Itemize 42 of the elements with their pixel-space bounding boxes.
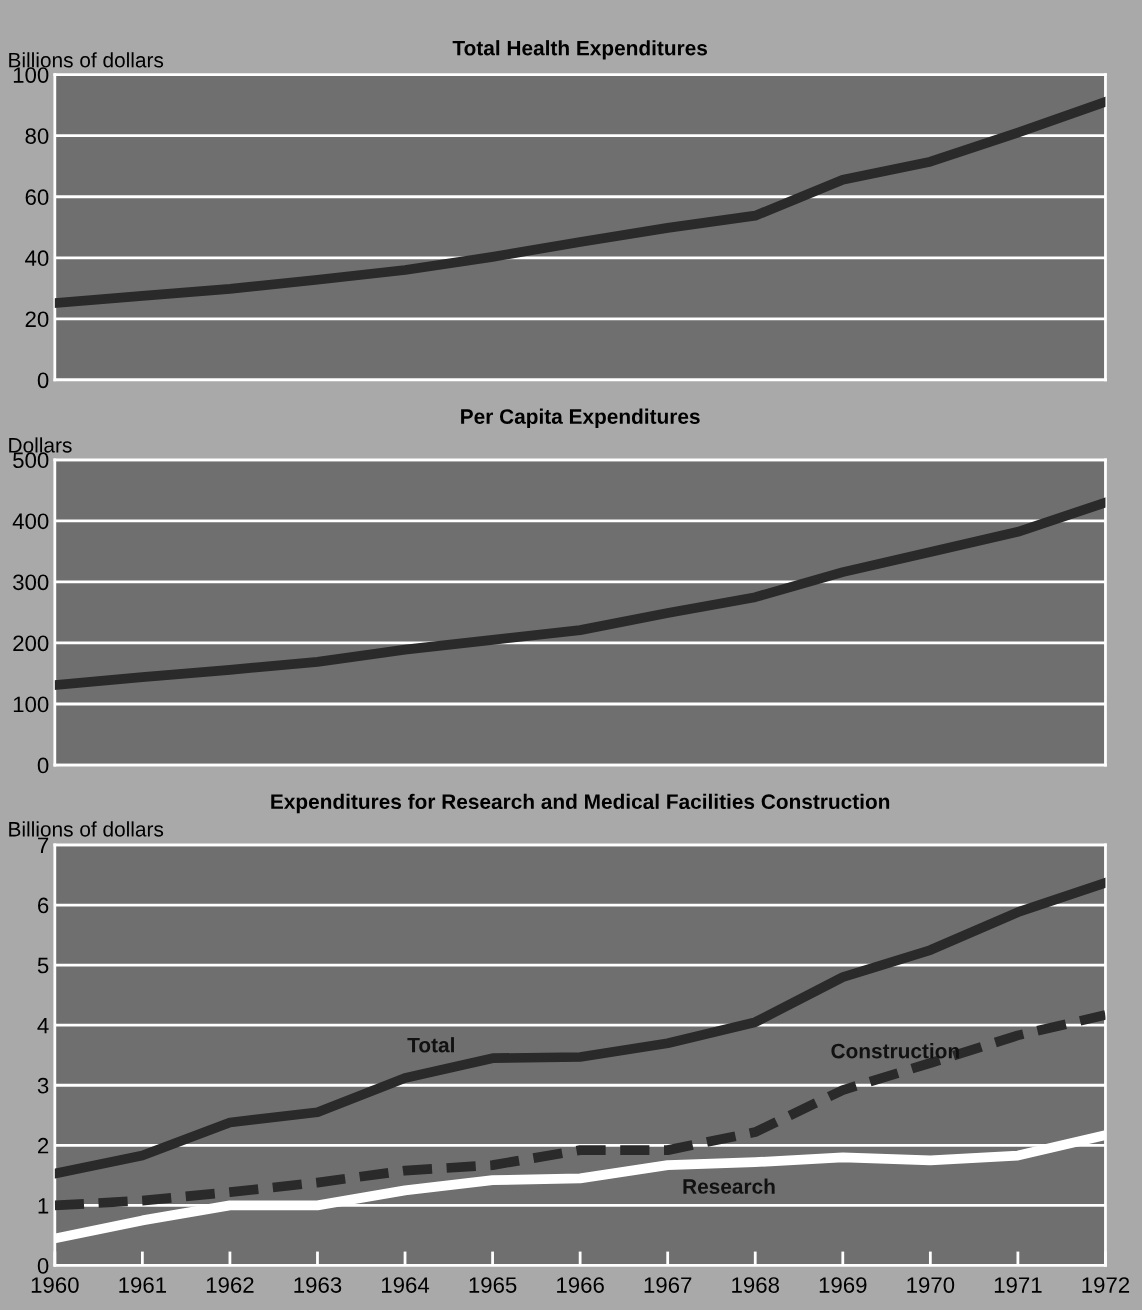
y-tick-label: 0: [37, 372, 49, 389]
x-tick-label: 1971: [994, 1277, 1042, 1293]
chart-title: Expenditures for Research and Medical Facilities Construction: [271, 793, 890, 814]
y-tick-label: 2: [38, 1137, 49, 1154]
x-tick-label: 1960: [31, 1277, 79, 1293]
y-tick-label: 4: [37, 1017, 49, 1034]
y-tick-label: 500: [13, 452, 49, 469]
x-tick-label: 1969: [819, 1277, 867, 1293]
x-tick-label: 1965: [469, 1277, 517, 1293]
y-axis-title: Billions of dollars: [9, 52, 164, 68]
x-tick-label: 1963: [294, 1277, 342, 1293]
y-axis-title: Dollars: [9, 437, 72, 453]
chart-title: Total Health Expenditures: [452, 40, 708, 60]
x-tick-label: 1961: [119, 1277, 167, 1293]
x-tick-label: 1966: [557, 1277, 604, 1293]
y-tick-label: 60: [25, 189, 49, 206]
chart-title: Per Capita Expenditures: [461, 408, 700, 429]
series-label: Construction: [831, 1043, 959, 1059]
y-tick-label: 3: [37, 1077, 49, 1094]
y-tick-label: 20: [25, 311, 49, 328]
y-tick-label: 6: [38, 897, 49, 914]
x-tick-label: 1964: [382, 1277, 430, 1293]
y-tick-label: 300: [13, 574, 49, 591]
y-tick-label: 100: [13, 67, 49, 83]
y-tick-label: 0: [37, 757, 49, 774]
x-tick-label: 1972: [1082, 1277, 1130, 1293]
y-axis-title: Billions of dollars: [9, 821, 164, 837]
y-tick-label: 7: [38, 837, 49, 853]
x-tick-label: 1967: [644, 1277, 692, 1293]
x-tick-label: 1968: [732, 1277, 779, 1293]
series-label: Total: [407, 1037, 454, 1053]
y-tick-label: 80: [25, 128, 49, 144]
y-tick-label: 0: [37, 1257, 49, 1274]
x-tick-label: 1962: [206, 1277, 254, 1293]
y-tick-label: 200: [13, 635, 49, 652]
y-tick-label: 1: [38, 1198, 49, 1214]
y-tick-label: 400: [12, 513, 49, 530]
series-label: Research: [683, 1178, 775, 1194]
y-tick-label: 40: [25, 250, 49, 267]
x-tick-label: 1970: [907, 1277, 955, 1293]
y-tick-label: 5: [37, 957, 49, 974]
y-tick-label: 100: [13, 696, 49, 713]
